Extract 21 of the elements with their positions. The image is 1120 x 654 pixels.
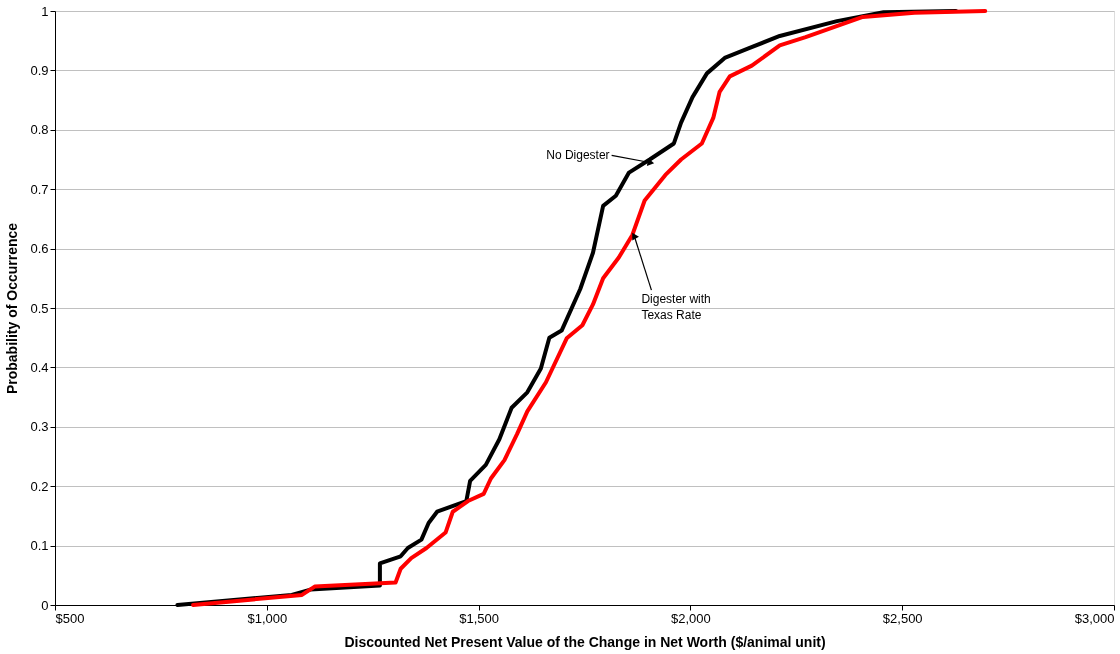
x-tick-label: $1,500 — [459, 610, 499, 626]
y-tick-label: 0.6 — [30, 241, 49, 257]
y-tick-label: 0.2 — [30, 478, 49, 494]
x-tick-label: $500 — [55, 610, 85, 626]
y-tick-label: 0.5 — [30, 300, 49, 316]
y-tick-label: 0.3 — [30, 419, 49, 435]
x-tick-label: $2,000 — [671, 610, 711, 626]
x-tick-label: $2,500 — [882, 610, 923, 626]
y-axis-title: Probability of Occurrence — [4, 222, 21, 395]
annotation: Digester with Texas Rate — [641, 292, 711, 323]
y-tick-label: 1 — [41, 3, 49, 19]
x-tick-label: $1,000 — [247, 610, 288, 626]
y-tick-label: 0.8 — [30, 122, 49, 138]
y-tick-label: 0.1 — [30, 538, 49, 554]
x-tick-label: $3,000 — [1074, 610, 1115, 626]
annotation: No Digester — [546, 148, 610, 163]
y-tick-label: 0.7 — [30, 181, 49, 197]
y-tick-label: 0.9 — [30, 62, 49, 78]
y-tick-label: 0 — [41, 597, 49, 613]
x-axis-title: Discounted Net Present Value of the Change in Net Worth ($/animal unit) — [344, 633, 826, 650]
y-tick-label: 0.4 — [30, 359, 49, 375]
